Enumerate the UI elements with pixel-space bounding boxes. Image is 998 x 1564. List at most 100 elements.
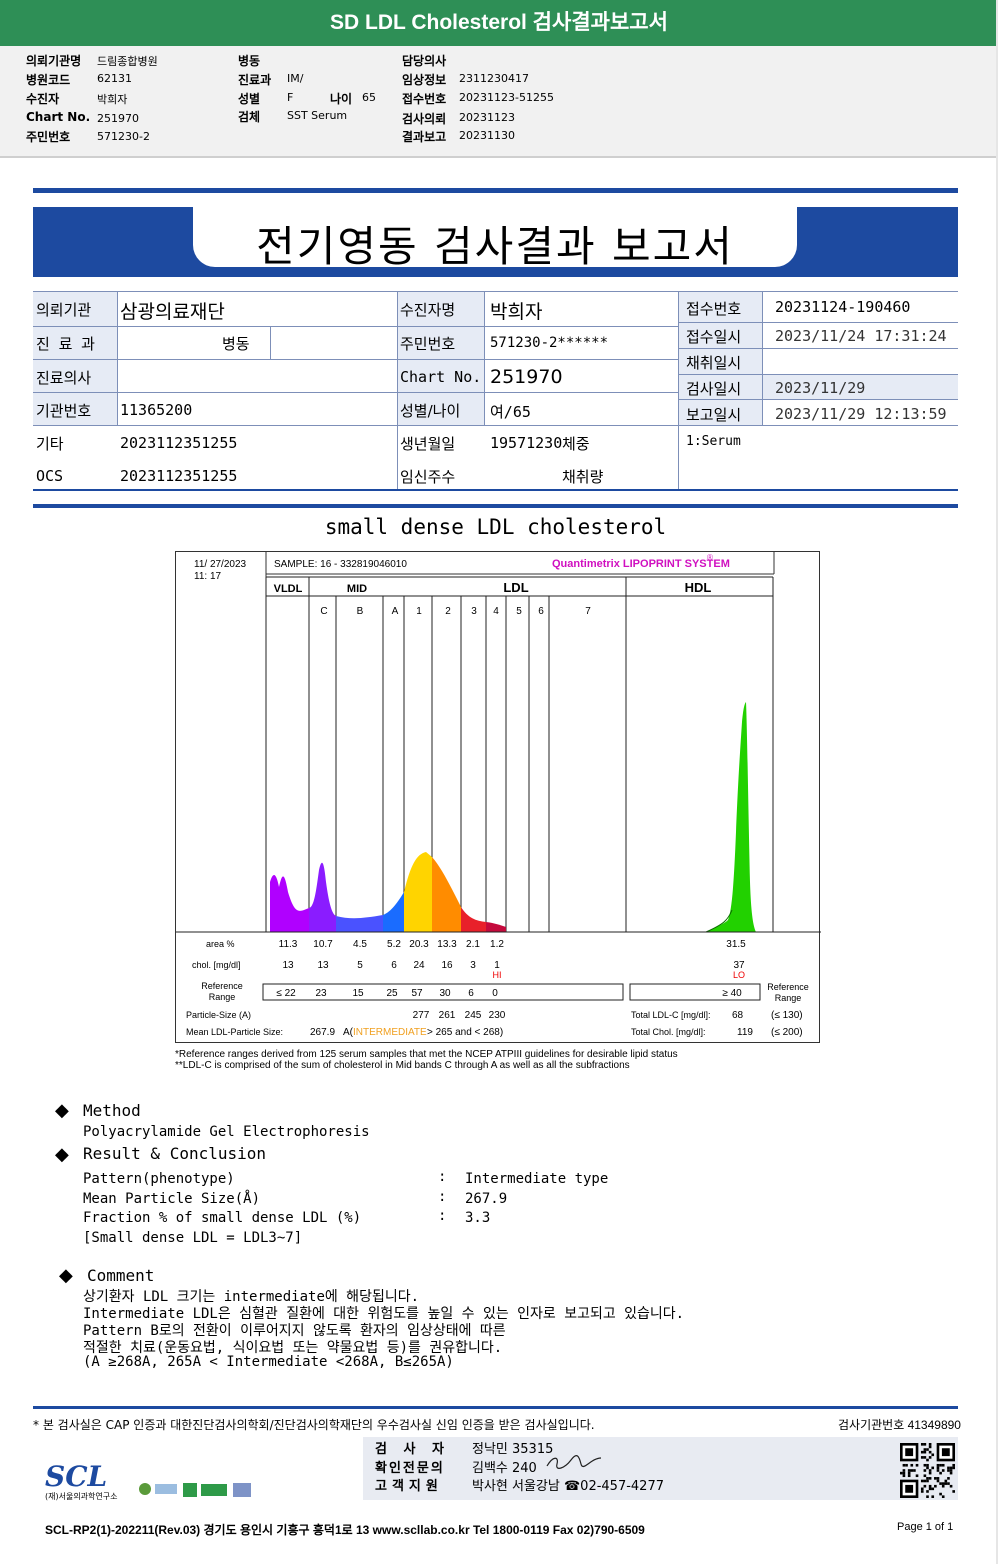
- top-rule: [33, 188, 958, 193]
- field-value: 삼광의료재단: [120, 301, 225, 323]
- signature-box: [363, 1437, 958, 1500]
- result-label: Mean Particle Size(Å): [83, 1191, 261, 1207]
- field-value: 박희자: [490, 301, 543, 323]
- specimen-value: 1:Serum: [686, 434, 741, 449]
- result-value: Intermediate type: [465, 1171, 609, 1187]
- chart-date: 11/ 27/2023: [194, 559, 247, 570]
- chol-flag-lo: LO: [733, 970, 745, 980]
- info-label: 검체: [238, 110, 261, 124]
- chart-brand-mark: ®: [707, 553, 713, 562]
- result-value: 267.9: [465, 1191, 508, 1207]
- mean-class-intermediate: INTERMEDIATE: [353, 1027, 427, 1038]
- info-label: 담당의사: [402, 54, 447, 68]
- info-label: 의뢰기관명: [26, 54, 82, 68]
- reference-value: 15: [352, 988, 364, 999]
- group-label-vldl: VLDL: [274, 583, 303, 595]
- result-note: [Small dense LDL = LDL3~7]: [83, 1230, 303, 1246]
- info-value: F: [287, 91, 294, 104]
- reference-value: 25: [386, 988, 398, 999]
- chol-value: 3: [470, 960, 476, 971]
- info-label: 수진자: [26, 92, 60, 106]
- table-bottom-rule: [33, 489, 958, 491]
- field-value: 571230-2******: [490, 335, 609, 351]
- band-label: 6: [538, 606, 544, 617]
- bullet-diamond-icon: ◆: [55, 1144, 69, 1165]
- chol-value: 16: [441, 960, 453, 971]
- chol-value: 5: [357, 960, 363, 971]
- field-value: 20231124-190460: [775, 298, 911, 316]
- footnote-reference: *Reference ranges derived from 125 serum…: [175, 1049, 678, 1060]
- area-value: 10.7: [313, 939, 333, 950]
- field-value: 11365200: [120, 401, 193, 419]
- band-label: A: [392, 606, 399, 617]
- signer-label: 검 사 자: [375, 1442, 450, 1457]
- area-value: 13.3: [437, 939, 457, 950]
- area-value: 1.2: [490, 939, 504, 950]
- total-chol-label: Total Chol. [mg/dl]:: [631, 1027, 706, 1037]
- info-label: 병원코드: [26, 73, 71, 87]
- total-ldl-label: Total LDL-C [mg/dl]:: [631, 1010, 711, 1020]
- field-value: 2023112351255: [120, 467, 238, 485]
- reference-box: [262, 983, 624, 1001]
- field-value: 2023112351255: [120, 434, 238, 452]
- info-value: 2311230417: [459, 72, 529, 85]
- total-chol-ref: (≤ 200): [771, 1027, 803, 1038]
- chol-value: 13: [282, 960, 294, 971]
- band-label: 1: [416, 606, 422, 617]
- band-label: 5: [516, 606, 522, 617]
- field-label: 주민번호: [400, 335, 456, 353]
- qr-code-icon: [900, 1443, 955, 1498]
- chol-flag-hi: HI: [493, 970, 502, 980]
- certification-note: * 본 검사실은 CAP 인증과 대한진단검사의학회/진단검사의학재단의 우수검…: [33, 1418, 595, 1432]
- row-label-mean: Mean LDL-Particle Size:: [186, 1027, 283, 1037]
- chol-value: 24: [413, 960, 425, 971]
- footnote-ldl: **LDL-C is comprised of the sum of chole…: [175, 1060, 630, 1071]
- field-label: Chart No.: [400, 368, 482, 386]
- result-heading: Result & Conclusion: [83, 1144, 267, 1163]
- group-label-hdl: HDL: [685, 580, 712, 595]
- footer-rule: [33, 1406, 958, 1409]
- signature-image: [546, 1455, 602, 1469]
- field-label: 수진자명: [400, 301, 456, 319]
- electrophoresis-chart: 11/ 27/202311: 17 SAMPLE: 16 - 3328190460…: [176, 552, 821, 1038]
- ldl4-peak: [486, 922, 506, 932]
- mid-c-peak: [309, 862, 336, 932]
- comment-line: Pattern B로의 전환이 이루어지지 않도록 환자의 임상상태에 따른: [83, 1323, 506, 1339]
- band-label: 4: [493, 606, 499, 617]
- section-title: small dense LDL cholesterol: [324, 515, 667, 539]
- reference-value: ≤ 22: [276, 988, 296, 999]
- field-label: 의뢰기관: [36, 301, 92, 319]
- mid-a-peak: [383, 892, 404, 932]
- field-value: 여/65: [490, 403, 531, 421]
- comment-heading: Comment: [87, 1266, 155, 1285]
- chart-brand: Quantimetrix LIPOPRINT SYSTEM: [552, 558, 730, 570]
- group-label-ldl: LDL: [503, 580, 528, 595]
- info-label: 임상정보: [402, 73, 447, 87]
- field-value: 2023/11/29 12:13:59: [775, 405, 947, 423]
- mean-size-value: 267.9: [310, 1027, 335, 1038]
- info-label: 주민번호: [26, 130, 71, 144]
- field-value: 2023/11/29: [775, 379, 866, 397]
- info-value: 박희자: [97, 93, 128, 106]
- field-value: 19571230: [490, 434, 563, 452]
- total-ldl-value: 68: [732, 1010, 744, 1021]
- info-value: 20231123: [459, 111, 515, 124]
- info-label: 병동: [238, 54, 261, 68]
- info-value: 20231130: [459, 129, 515, 142]
- signer-value: 정낙민 35315: [472, 1442, 554, 1457]
- info-value: 571230-2: [97, 130, 150, 143]
- field-label: 기관번호: [36, 402, 92, 420]
- band-label: B: [357, 606, 364, 617]
- field-label: 생년월일: [400, 435, 456, 453]
- bullet-diamond-icon: ◆: [55, 1100, 69, 1121]
- field-label: 채취량: [562, 468, 604, 486]
- method-heading: Method: [83, 1101, 141, 1120]
- particle-size-value: 277: [413, 1010, 430, 1021]
- info-value: IM/: [287, 72, 304, 85]
- hdl-area-value: 31.5: [726, 939, 746, 950]
- area-value: 20.3: [409, 939, 429, 950]
- field-label: 채취일시: [686, 354, 742, 372]
- row-label-ref-right: Reference: [767, 982, 809, 992]
- total-chol-value: 119: [737, 1027, 753, 1038]
- chol-value: 1: [494, 960, 500, 971]
